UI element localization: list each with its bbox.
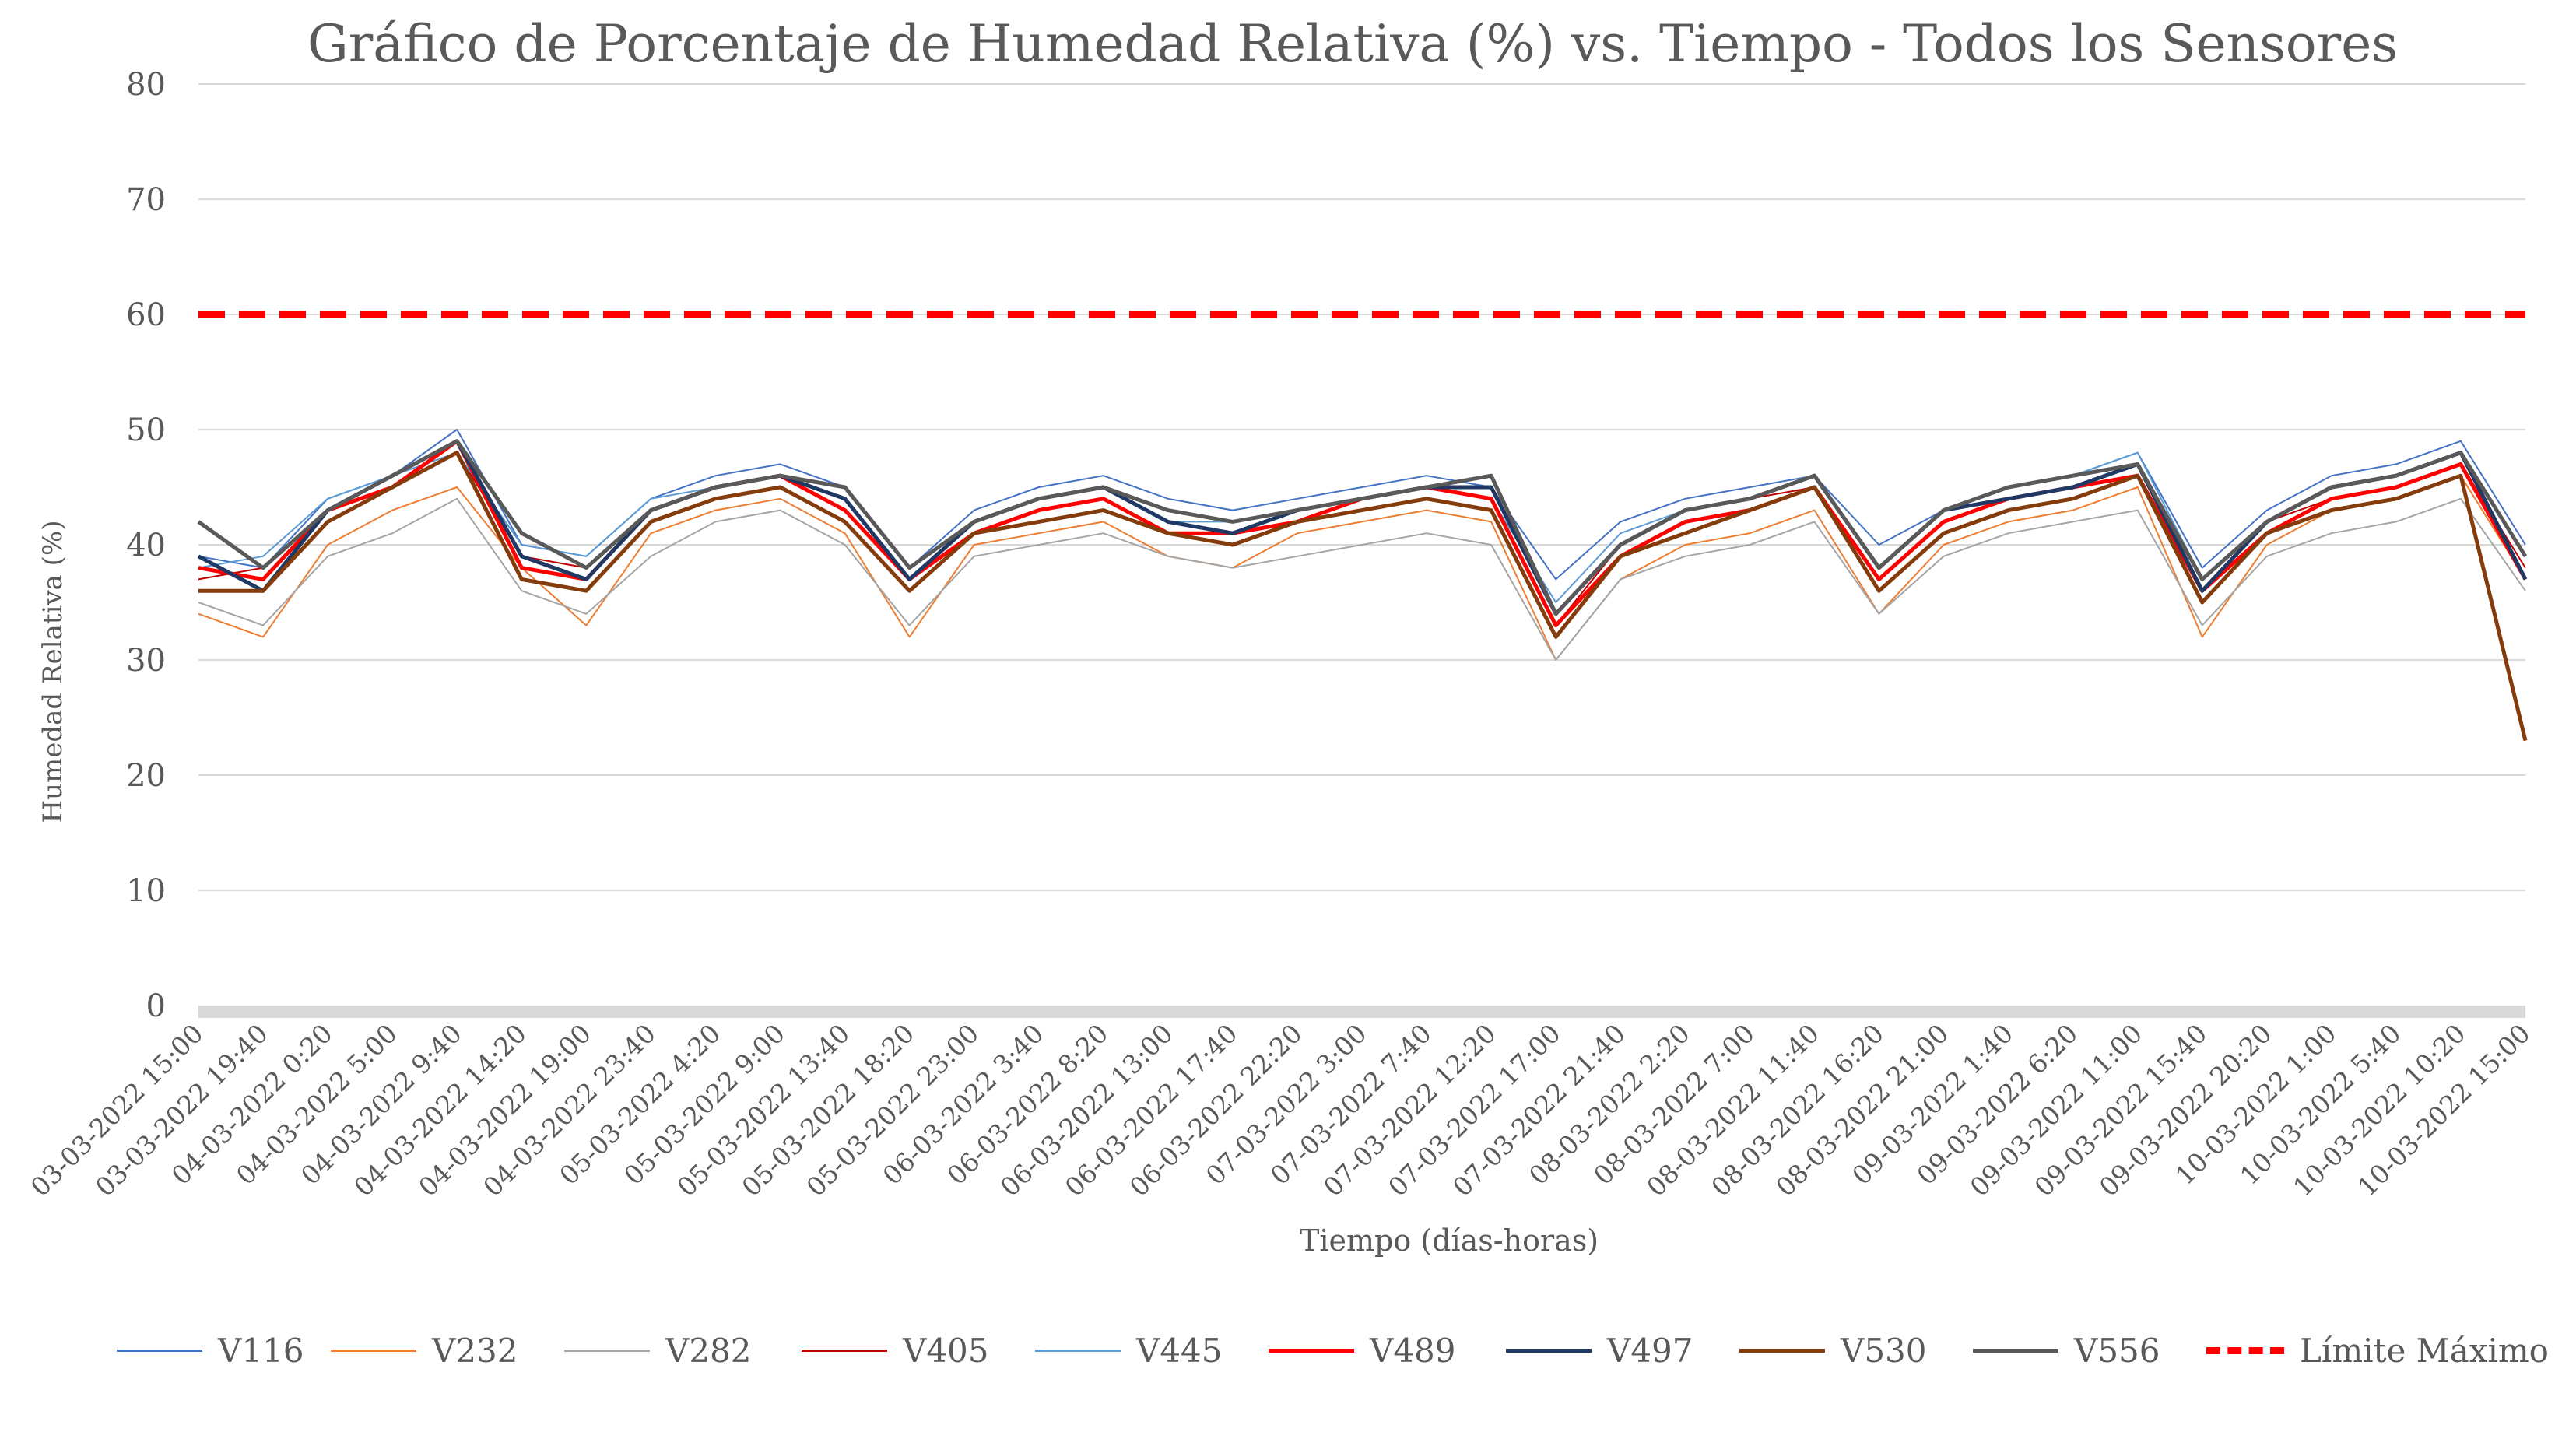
series-line-v556 [197, 439, 2528, 616]
legend-label: V232 [432, 1331, 518, 1370]
legend-item: V232 [331, 1323, 518, 1378]
y-tick-label: 60 [126, 297, 166, 333]
legend-swatch [1973, 1348, 2058, 1353]
legend-label: V445 [1136, 1331, 1223, 1370]
legend-swatch [802, 1349, 887, 1352]
y-tick-label: 20 [126, 758, 166, 794]
legend-swatch [331, 1349, 416, 1352]
y-tick-label: 0 [146, 988, 166, 1024]
legend-item: V116 [117, 1323, 304, 1378]
series-line-v282 [198, 497, 2526, 661]
legend-item: V445 [1035, 1323, 1223, 1378]
legend-item: V556 [1973, 1323, 2160, 1378]
series-line-v116 [198, 429, 2526, 581]
y-tick-label: 80 [126, 67, 166, 103]
legend-label: V556 [2074, 1331, 2160, 1370]
legend-swatch [117, 1349, 202, 1352]
y-tick-label: 10 [126, 873, 166, 909]
legend-swatch [1506, 1348, 1592, 1353]
legend-item: Límite Máximo [2206, 1323, 2549, 1378]
legend-item: V497 [1506, 1323, 1693, 1378]
legend-item: V282 [564, 1323, 752, 1378]
chart-title: Gráfico de Porcentaje de Humedad Relativ… [307, 14, 2399, 74]
legend-label: Límite Máximo [2300, 1331, 2549, 1370]
legend-item: V489 [1269, 1323, 1456, 1378]
x-axis-label: Tiempo (días-horas) [1300, 1223, 1599, 1258]
legend-label: V530 [1841, 1331, 1927, 1370]
legend-swatch [564, 1349, 650, 1352]
legend-label: V116 [218, 1331, 304, 1370]
y-tick-label: 70 [126, 182, 166, 218]
legend-item: V405 [802, 1323, 989, 1378]
legend-swatch [1035, 1349, 1121, 1352]
legend-swatch [2206, 1346, 2284, 1354]
y-tick-label: 50 [126, 412, 166, 448]
series-line-v530 [198, 451, 2528, 742]
legend-swatch [1269, 1348, 1354, 1353]
legend-label: V405 [903, 1331, 989, 1370]
legend-swatch [1739, 1348, 1825, 1353]
legend: V116 V232 V282 V405 V445 V489 V497 V530 V556 Lími… [0, 1323, 2576, 1378]
legend-label: V489 [1370, 1331, 1456, 1370]
series-line-v232 [198, 475, 2526, 661]
y-tick-label: 30 [126, 643, 166, 679]
legend-label: V282 [665, 1331, 752, 1370]
y-axis-label: Humedad Relativa (%) [37, 520, 68, 823]
y-tick-label: 40 [126, 528, 166, 563]
legend-label: V497 [1607, 1331, 1693, 1370]
legend-item: V530 [1739, 1323, 1927, 1378]
